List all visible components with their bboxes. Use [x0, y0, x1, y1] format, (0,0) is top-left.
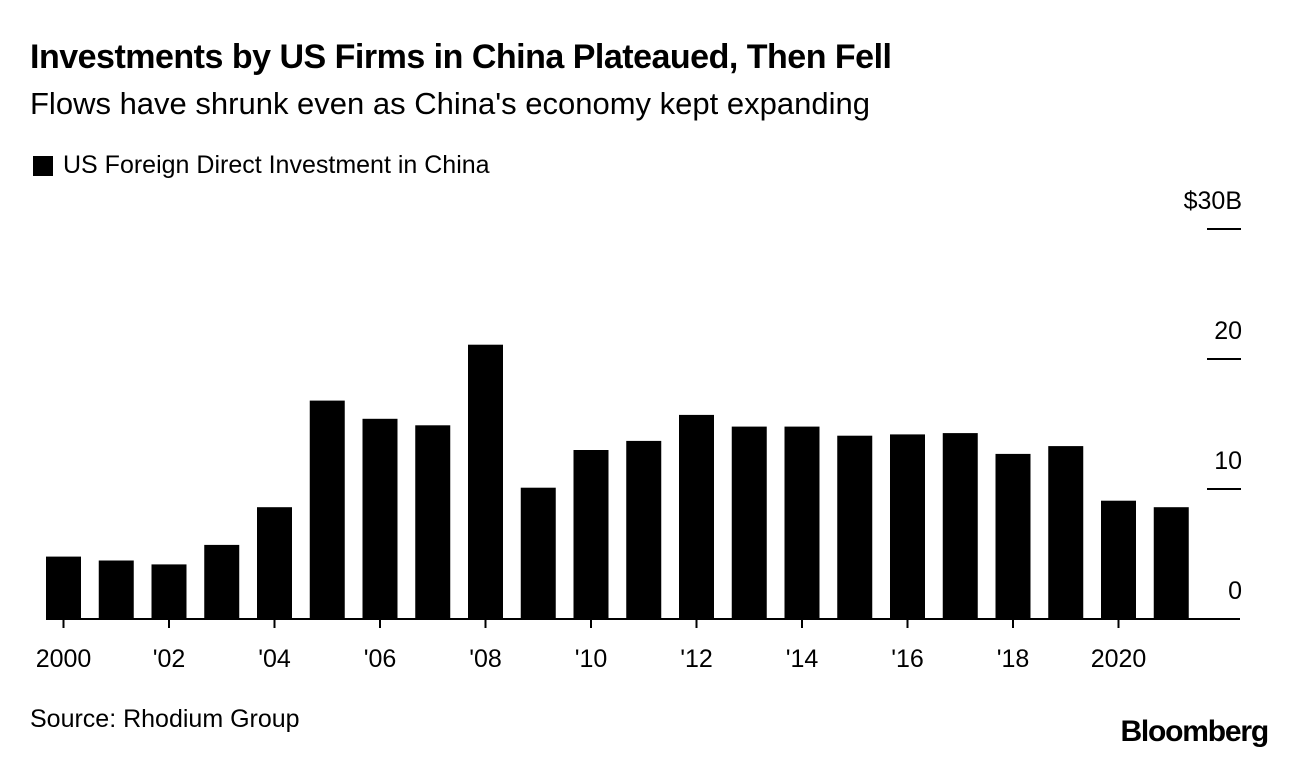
x-tick-label-2006: '06: [364, 645, 397, 673]
bar-2018: [995, 453, 1031, 619]
x-tick-label-2012: '12: [680, 645, 713, 673]
bar-2005: [309, 400, 345, 619]
y-tick-label-10: 10: [1214, 447, 1242, 475]
y-tick-label-0: 0: [1228, 577, 1242, 605]
bar-2017: [942, 433, 978, 619]
bar-2010: [573, 450, 609, 619]
legend-label: US Foreign Direct Investment in China: [63, 151, 490, 179]
bar-2011: [626, 440, 662, 619]
bar-2015: [837, 435, 873, 619]
bar-2021: [1153, 507, 1189, 619]
bloomberg-logo: Bloomberg: [1120, 715, 1269, 748]
source-note: Source: Rhodium Group: [30, 705, 300, 733]
chart-subtitle: Flows have shrunk even as China's econom…: [30, 86, 870, 121]
x-tick-label-2014: '14: [786, 645, 819, 673]
bar-2016: [890, 434, 925, 619]
bar-2008: [468, 344, 503, 619]
y-tick-label-30: $30B: [1184, 187, 1242, 215]
bar-2002: [151, 564, 187, 619]
y-axis-ticks: 0 10 20 $30B: [1184, 187, 1242, 605]
bar-2020: [1101, 500, 1136, 619]
x-tick-label-2008: '08: [469, 645, 502, 673]
x-tick-label-2010: '10: [575, 645, 608, 673]
chart-title: Investments by US Firms in China Plateau…: [30, 38, 892, 76]
bar-2000: [46, 556, 81, 619]
bar-2014: [784, 426, 820, 619]
bar-2003: [204, 544, 240, 619]
x-tick-label-2020: 2020: [1091, 645, 1147, 673]
bars: [46, 344, 1189, 619]
bar-2001: [98, 560, 134, 619]
bar-2006: [362, 418, 398, 619]
bar-2007: [415, 425, 451, 619]
x-tick-label-2004: '04: [258, 645, 291, 673]
bar-2009: [520, 487, 556, 619]
x-tick-label-2002: '02: [153, 645, 186, 673]
y-tick-label-20: 20: [1214, 317, 1242, 345]
bar-2004: [257, 507, 292, 619]
x-axis-ticks: 2000 '02 '04 '06 '08 '10 '12 '14 '16 '18 2020: [36, 619, 1147, 673]
legend-swatch: [33, 155, 53, 176]
x-tick-label-2016: '16: [891, 645, 924, 673]
bar-2019: [1048, 446, 1084, 619]
x-tick-label-2000: 2000: [36, 645, 92, 673]
legend: US Foreign Direct Investment in China: [33, 151, 490, 180]
bar-2012: [679, 414, 714, 619]
x-tick-label-2018: '18: [997, 645, 1030, 673]
bar-2013: [731, 426, 767, 619]
